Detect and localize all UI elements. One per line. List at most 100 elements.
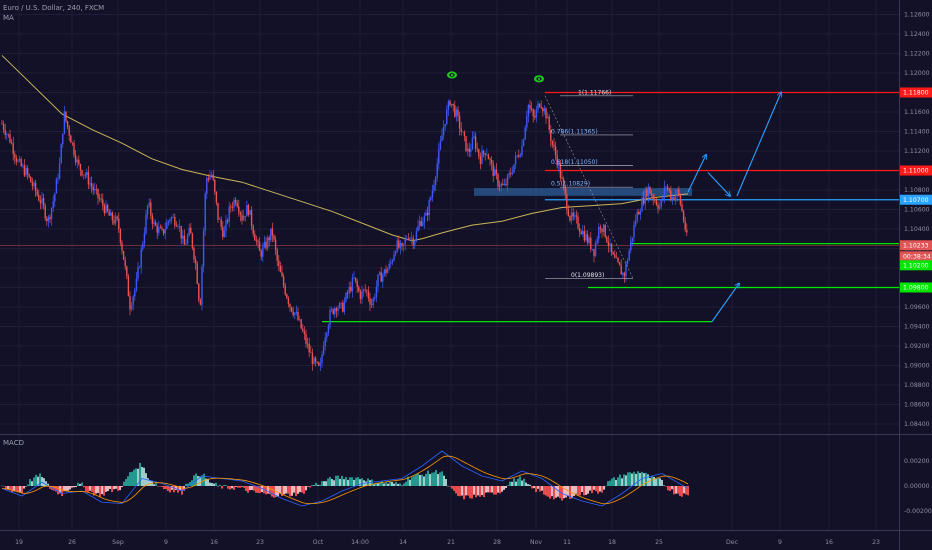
candle-body xyxy=(622,272,624,275)
candle-body xyxy=(497,174,499,187)
macd-histogram-bar xyxy=(555,486,557,498)
candle-body xyxy=(183,235,186,245)
candle-body xyxy=(214,179,216,192)
candle-body xyxy=(63,111,66,134)
macd-histogram-bar xyxy=(309,486,311,488)
candle-body xyxy=(116,216,118,219)
support-bounce-arrow[interactable] xyxy=(711,284,739,322)
candle-body xyxy=(156,225,158,233)
candle-body xyxy=(463,131,466,137)
candle-body xyxy=(71,142,74,144)
macd-histogram-bar xyxy=(339,478,341,486)
eye-marker-pupil xyxy=(537,77,541,80)
target-arrow[interactable] xyxy=(736,93,781,197)
macd-histogram-bar xyxy=(9,486,11,491)
pullback-arrow[interactable] xyxy=(707,172,730,195)
candle-body xyxy=(628,250,630,261)
bullish-projection-arrow[interactable] xyxy=(687,155,706,193)
projection-arrows[interactable] xyxy=(687,93,781,322)
macd-histogram-bar xyxy=(219,484,221,486)
candle-body xyxy=(239,212,242,216)
macd-histogram-bar xyxy=(303,486,305,494)
macd-histogram-bar xyxy=(539,486,541,492)
candle-body xyxy=(254,233,256,241)
candle-body xyxy=(470,149,472,152)
candle-body xyxy=(604,224,606,237)
candle-body xyxy=(446,109,448,124)
candle-body xyxy=(222,226,224,237)
macd-histogram-bar xyxy=(323,481,325,486)
macd-histogram-bar xyxy=(169,486,171,493)
resistance-zone-layer xyxy=(474,188,692,196)
macd-histogram-bar xyxy=(425,473,427,486)
candle-body xyxy=(138,266,141,268)
candle-body xyxy=(335,308,338,312)
top-markers xyxy=(447,71,544,83)
candle-body xyxy=(169,219,171,222)
macd-histogram-bar xyxy=(397,483,399,486)
candle-body xyxy=(6,134,8,135)
candle-body xyxy=(326,333,328,338)
macd-histogram-bar xyxy=(291,486,293,496)
candle-body xyxy=(185,243,187,245)
macd-histogram-bar xyxy=(459,486,461,497)
macd-histogram-bar xyxy=(633,471,635,486)
candle-body xyxy=(343,301,346,312)
macd-histogram-bar xyxy=(271,486,273,497)
macd-histogram-bar xyxy=(389,481,391,486)
candle-body xyxy=(209,176,211,180)
macd-histogram-bar xyxy=(301,486,303,493)
candle-body xyxy=(196,263,198,284)
candle-body xyxy=(428,199,430,216)
candle-body xyxy=(162,229,165,234)
candle-body xyxy=(559,163,562,178)
macd-histogram-bar xyxy=(167,486,169,491)
candle-body xyxy=(418,220,421,227)
macd-histogram-bar xyxy=(587,486,589,494)
candle-body xyxy=(438,149,440,164)
time-axis-label: 9 xyxy=(778,539,782,546)
candle-body xyxy=(89,183,91,185)
candle-body xyxy=(23,165,26,176)
macd-histogram-bar xyxy=(457,486,459,496)
candle-body xyxy=(506,175,509,185)
fibonacci-retracement[interactable]: 1(1.11766) 0.786(1.11365) 0.618(1.11050) 0.… xyxy=(544,89,634,279)
macd-histogram-bar xyxy=(245,486,247,491)
candle-body xyxy=(318,362,320,366)
macd-histogram-bar xyxy=(661,479,663,486)
macd-histogram-bar xyxy=(647,474,649,486)
candle-body xyxy=(433,185,435,191)
macd-histogram-bar xyxy=(687,486,689,496)
candle-body xyxy=(489,159,491,160)
candle-body xyxy=(473,136,475,139)
candle-body xyxy=(164,229,166,234)
candle-body xyxy=(494,169,496,176)
macd-histogram-bar xyxy=(329,476,331,486)
candle-body xyxy=(353,277,355,279)
candle-body xyxy=(223,230,226,237)
macd-histogram-bar xyxy=(627,472,629,486)
candle-body xyxy=(618,262,621,266)
price-axis-label: 1.10400 xyxy=(904,226,930,233)
candle-body xyxy=(631,237,634,241)
macd-histogram-bar xyxy=(383,483,385,486)
candle-body xyxy=(122,250,125,260)
price-tag-label: 1.10233 xyxy=(903,242,929,249)
ma-indicator-label: MA xyxy=(3,14,14,22)
candle-body xyxy=(367,290,370,299)
candle-body xyxy=(503,183,506,185)
macd-histogram-bar xyxy=(287,486,289,494)
candle-body xyxy=(543,108,546,112)
macd-histogram-bar xyxy=(221,486,223,489)
candle-body xyxy=(31,182,34,186)
macd-histogram-bar xyxy=(447,485,449,487)
candle-body xyxy=(82,174,85,176)
price-tag-label: 1.09800 xyxy=(903,285,929,292)
candle-body xyxy=(602,224,605,232)
candle-body xyxy=(159,227,162,228)
macd-histogram-bar xyxy=(21,486,23,494)
macd-pane[interactable] xyxy=(1,450,689,507)
macd-histogram-bar xyxy=(273,486,275,498)
time-axis[interactable]: 19 26 Sep 9 16 23 Oct 14:00 14 21 28 Nov 11 18 25 Dec 9 1… xyxy=(15,539,880,546)
